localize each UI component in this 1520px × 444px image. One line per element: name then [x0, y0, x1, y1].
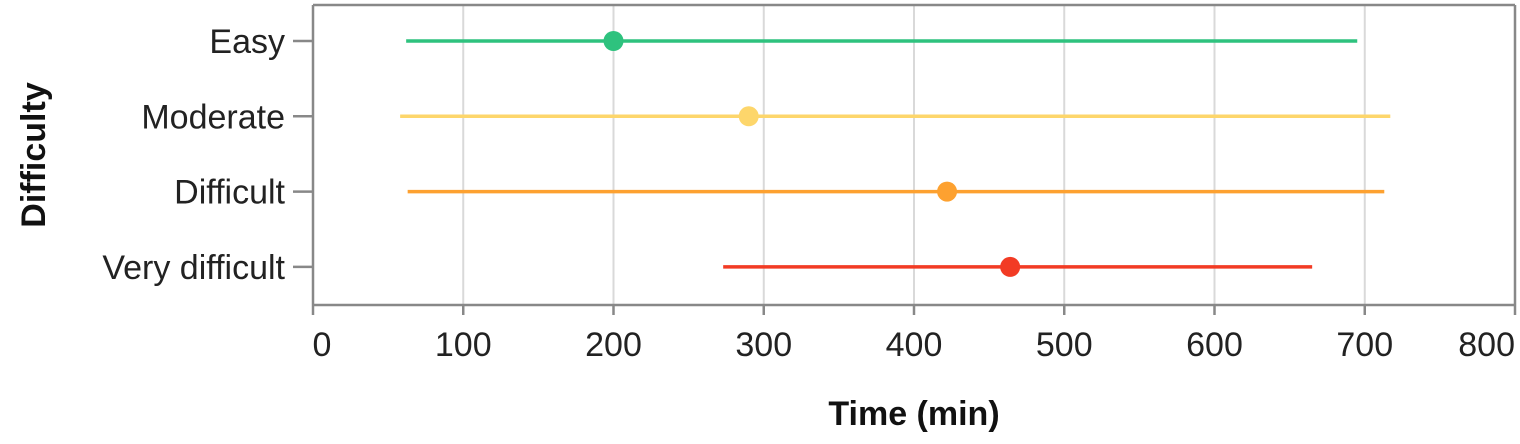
y-tick-label: Difficult	[174, 174, 285, 212]
y-tick-label: Very difficult	[102, 249, 285, 287]
x-tick-label: 400	[886, 326, 943, 364]
y-axis-title: Difficulty	[15, 82, 53, 228]
x-tick-label: 0	[313, 326, 332, 364]
x-ticks: 0 100 200 300 400 500 600 700 800	[311, 305, 1517, 364]
x-tick-label: 600	[1186, 326, 1243, 364]
x-tick-label: 100	[435, 326, 492, 364]
x-tick-label: 700	[1336, 326, 1393, 364]
y-tick-label: Easy	[209, 23, 285, 61]
x-tick-label: 300	[735, 326, 792, 364]
data-point	[937, 181, 958, 202]
data-point	[603, 31, 624, 51]
y-tick-label: Moderate	[141, 98, 285, 136]
data-marks	[400, 31, 1391, 277]
data-point	[738, 106, 759, 127]
x-tick-label: 500	[1036, 326, 1093, 364]
x-axis-title: Time (min)	[828, 395, 999, 433]
data-point	[1000, 256, 1021, 277]
y-ticks: Easy Moderate Difficult Very difficult	[102, 23, 313, 287]
x-tick-label: 800	[1458, 326, 1515, 364]
grid-lines	[462, 5, 1366, 305]
x-tick-label: 200	[585, 326, 642, 364]
